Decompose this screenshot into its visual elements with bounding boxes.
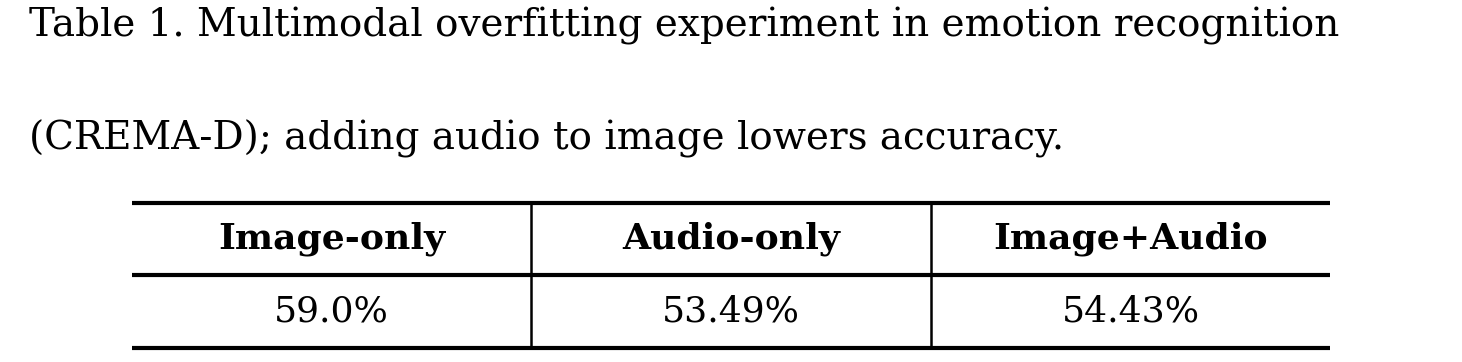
Text: Table 1. Multimodal overfitting experiment in emotion recognition: Table 1. Multimodal overfitting experime… bbox=[29, 7, 1339, 45]
Text: 53.49%: 53.49% bbox=[662, 294, 800, 328]
Text: 59.0%: 59.0% bbox=[273, 294, 389, 328]
Text: Image+Audio: Image+Audio bbox=[993, 222, 1268, 256]
Text: (CREMA-D); adding audio to image lowers accuracy.: (CREMA-D); adding audio to image lowers … bbox=[29, 119, 1064, 158]
Text: Image-only: Image-only bbox=[218, 222, 444, 256]
Text: 54.43%: 54.43% bbox=[1061, 294, 1200, 328]
Text: Audio-only: Audio-only bbox=[621, 222, 841, 256]
